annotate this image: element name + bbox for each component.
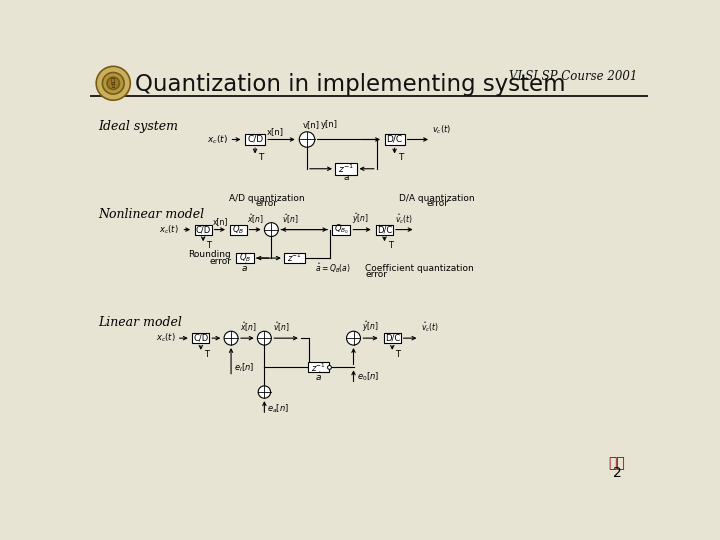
Text: $\hat{x}[n]$: $\hat{x}[n]$ xyxy=(240,321,256,334)
Text: T: T xyxy=(397,153,403,163)
Text: $\hat{v}[n]$: $\hat{v}[n]$ xyxy=(282,213,299,226)
Text: $\hat{y}[n]$: $\hat{y}[n]$ xyxy=(352,211,369,226)
Text: C/D: C/D xyxy=(196,225,211,234)
Text: Quantization in implementing system: Quantization in implementing system xyxy=(135,72,566,96)
Text: $Q_{B_0}$: $Q_{B_0}$ xyxy=(333,223,348,237)
Text: C/D: C/D xyxy=(247,135,263,144)
Text: Linear model: Linear model xyxy=(98,316,181,329)
Text: $e_a[n]$: $e_a[n]$ xyxy=(267,403,289,415)
Text: A/D quantization: A/D quantization xyxy=(229,194,305,204)
Text: T: T xyxy=(387,241,392,250)
Text: x[n]: x[n] xyxy=(266,127,284,136)
Text: $e_0[n]$: $e_0[n]$ xyxy=(356,370,379,383)
Text: $\hat{v}_c(t)$: $\hat{v}_c(t)$ xyxy=(395,212,413,226)
Circle shape xyxy=(258,386,271,398)
Text: $z^{-1}$: $z^{-1}$ xyxy=(287,252,302,264)
Bar xyxy=(384,134,405,145)
Text: Ideal system: Ideal system xyxy=(98,120,178,133)
Circle shape xyxy=(224,331,238,345)
Bar xyxy=(192,333,210,343)
Text: $z^{-1}$: $z^{-1}$ xyxy=(338,163,354,175)
Text: $\hat{a}=Q_B(a)$: $\hat{a}=Q_B(a)$ xyxy=(315,261,351,275)
Text: T: T xyxy=(204,350,209,359)
Text: D/A quantization: D/A quantization xyxy=(400,194,475,204)
Circle shape xyxy=(102,72,124,94)
Text: 2: 2 xyxy=(613,466,621,480)
Bar xyxy=(332,225,351,234)
Circle shape xyxy=(96,66,130,100)
Text: 大: 大 xyxy=(112,83,115,89)
Text: $\hat{v}_c(t)$: $\hat{v}_c(t)$ xyxy=(421,320,439,334)
Text: $\hat{v}[n]$: $\hat{v}[n]$ xyxy=(273,321,289,334)
Text: v[n]: v[n] xyxy=(302,120,320,129)
Text: D/C: D/C xyxy=(377,225,392,234)
Text: $Q_B$: $Q_B$ xyxy=(239,252,251,264)
Text: 人: 人 xyxy=(111,77,115,84)
Circle shape xyxy=(107,77,120,90)
Text: D/C: D/C xyxy=(387,135,402,144)
Circle shape xyxy=(328,366,331,369)
Text: $x_c(t)$: $x_c(t)$ xyxy=(207,133,228,146)
Text: Coefficient quantization: Coefficient quantization xyxy=(365,264,474,273)
Text: $e_I[n]$: $e_I[n]$ xyxy=(234,361,254,374)
Text: $v_c(t)$: $v_c(t)$ xyxy=(432,123,451,136)
Text: $x_c(t)$: $x_c(t)$ xyxy=(156,332,175,345)
Text: $x_c(t)$: $x_c(t)$ xyxy=(159,224,179,236)
Text: D/C: D/C xyxy=(384,334,400,343)
Text: error: error xyxy=(426,199,448,208)
Text: error: error xyxy=(209,256,231,266)
Bar xyxy=(194,225,212,234)
Text: Nonlinear model: Nonlinear model xyxy=(98,208,204,221)
Text: x[n]: x[n] xyxy=(212,217,228,226)
Text: error: error xyxy=(256,199,278,208)
Bar xyxy=(384,333,401,343)
Text: $z^{-1}$: $z^{-1}$ xyxy=(311,361,326,374)
Text: T: T xyxy=(206,241,211,250)
Bar xyxy=(284,253,305,263)
Text: $\hat{y}[n]$: $\hat{y}[n]$ xyxy=(362,320,379,334)
Text: C/D: C/D xyxy=(193,334,209,343)
Bar xyxy=(245,134,265,145)
Text: Rounding: Rounding xyxy=(189,251,231,260)
Bar xyxy=(307,362,330,373)
Bar xyxy=(376,225,393,234)
Text: a: a xyxy=(343,173,348,183)
Bar xyxy=(335,163,356,174)
Text: $\hat{a}$: $\hat{a}$ xyxy=(315,370,323,383)
Circle shape xyxy=(300,132,315,147)
Circle shape xyxy=(258,331,271,345)
Text: $\hat{x}[n]$: $\hat{x}[n]$ xyxy=(248,213,264,226)
Text: y[n]: y[n] xyxy=(321,120,338,129)
Bar xyxy=(236,253,253,263)
Text: T: T xyxy=(258,153,264,163)
Text: T: T xyxy=(395,350,400,359)
Text: 安字: 安字 xyxy=(608,457,626,471)
Text: VLSI SP Course 2001: VLSI SP Course 2001 xyxy=(509,70,637,83)
Text: $Q_B$: $Q_B$ xyxy=(232,224,244,236)
Text: $\hat{a}$: $\hat{a}$ xyxy=(241,262,248,274)
Circle shape xyxy=(264,222,279,237)
Bar xyxy=(230,225,246,234)
Circle shape xyxy=(346,331,361,345)
Text: error: error xyxy=(365,270,387,279)
